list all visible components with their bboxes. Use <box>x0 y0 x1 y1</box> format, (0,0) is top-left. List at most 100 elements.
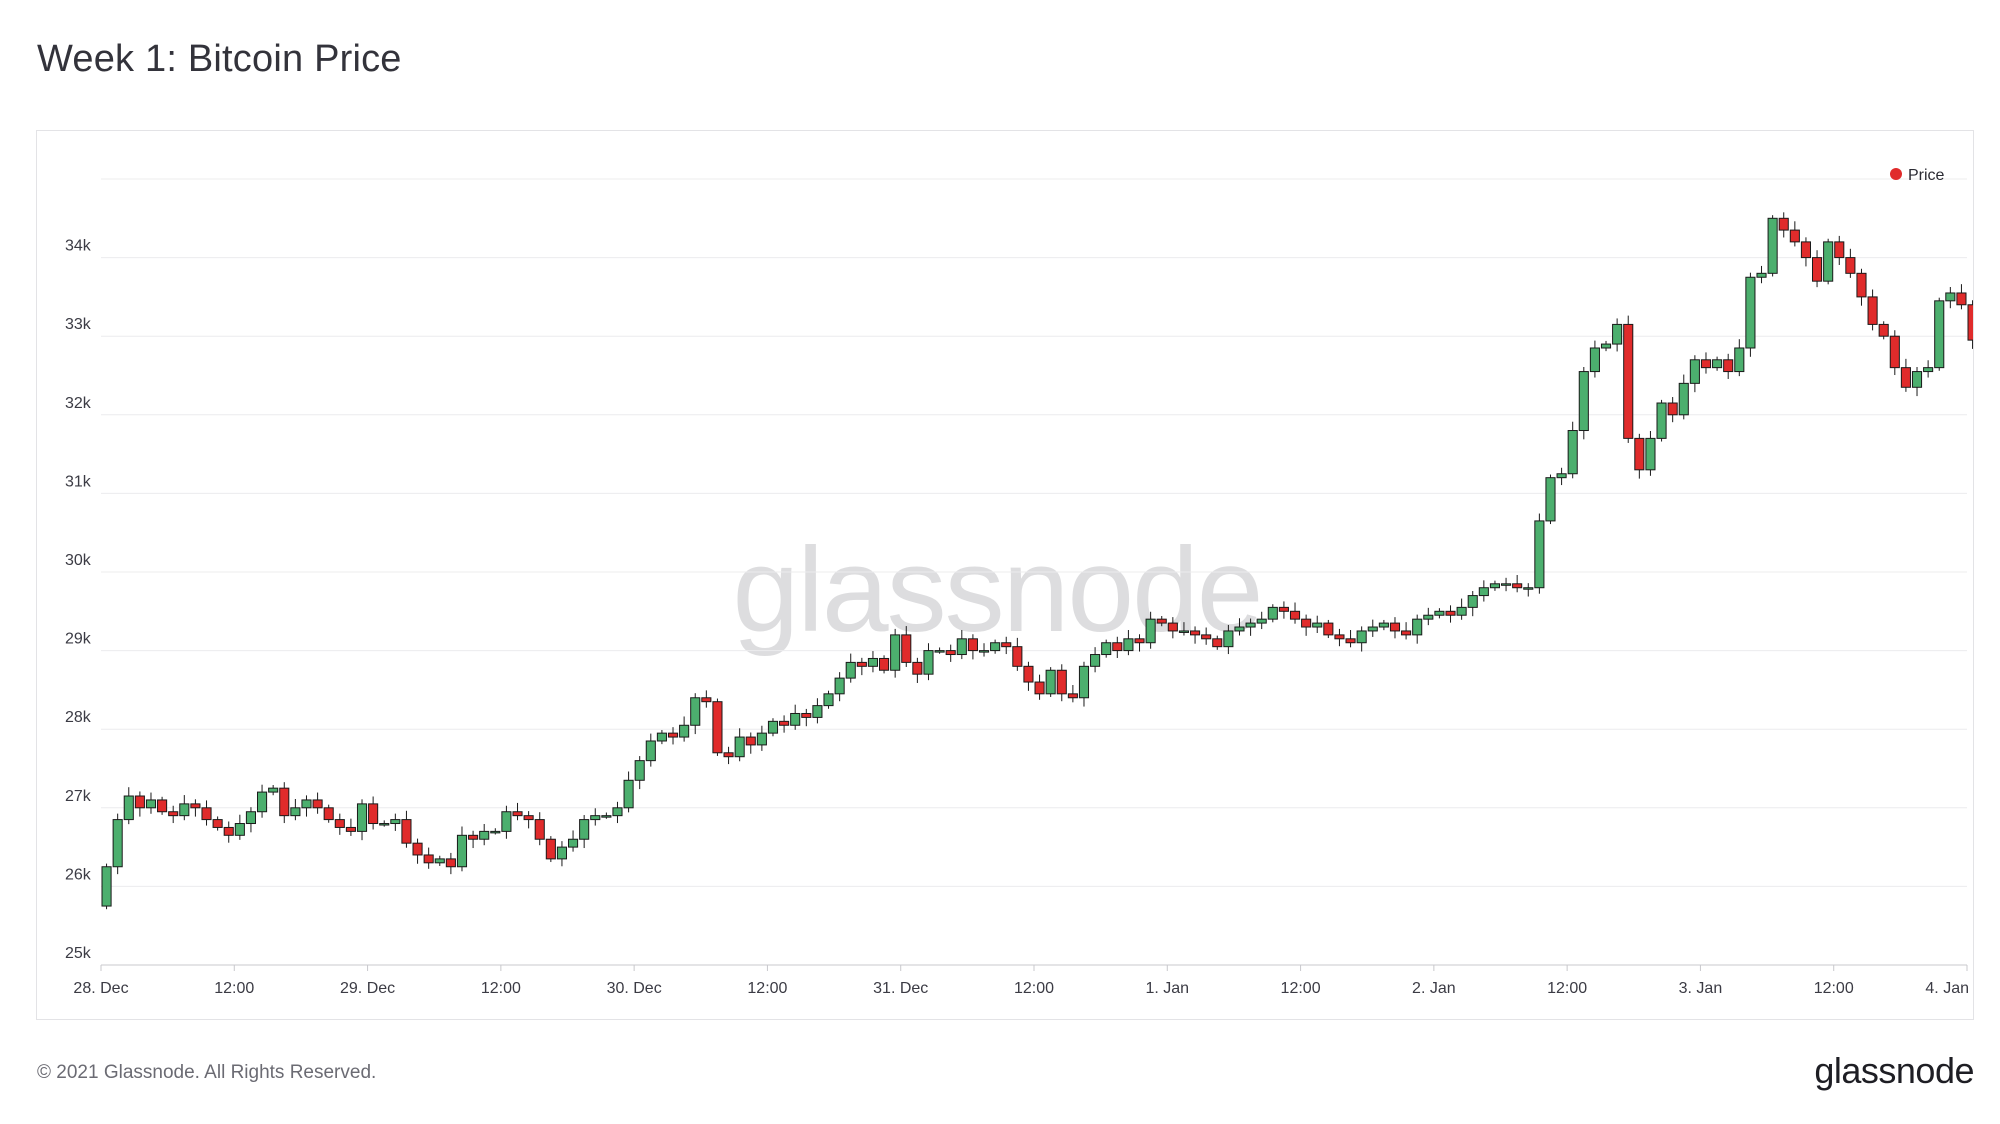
candle-body <box>1167 622 1178 632</box>
candle-body <box>268 787 279 793</box>
candle-body <box>1623 323 1634 439</box>
candle-body <box>279 787 290 817</box>
candle-body <box>1056 669 1067 695</box>
candle-body <box>623 779 634 809</box>
y-tick-label: 31k <box>65 473 92 490</box>
candle-body <box>1634 437 1645 471</box>
candle-body <box>1201 634 1212 640</box>
x-tick-label: 29. Dec <box>340 980 395 997</box>
candle-body <box>579 819 590 840</box>
y-tick-label: 26k <box>65 866 92 883</box>
candle-body <box>379 823 390 826</box>
candle-body <box>679 724 690 738</box>
y-tick-label: 27k <box>65 788 92 805</box>
candle-body <box>1256 618 1267 624</box>
candle-body <box>1678 382 1689 416</box>
candle-body <box>890 634 901 671</box>
y-tick-label: 34k <box>65 238 92 255</box>
candle-body <box>645 740 656 762</box>
candle-body <box>345 826 356 832</box>
candle-body <box>1889 335 1900 369</box>
candle-body <box>390 819 401 825</box>
candle-body <box>790 712 801 726</box>
candle-body <box>1534 520 1545 589</box>
candle-body <box>1356 630 1367 644</box>
y-tick-label: 32k <box>65 395 92 412</box>
watermark-text: glassnode <box>732 523 1261 657</box>
grid-lines <box>101 178 1967 966</box>
candle-body <box>1800 241 1812 259</box>
candle-body <box>1234 626 1245 632</box>
candle-body <box>1645 437 1656 471</box>
candle-body <box>1112 642 1123 652</box>
candle-body <box>1589 347 1600 373</box>
candle-body <box>523 815 534 821</box>
candle-body <box>1189 630 1201 636</box>
candle-body <box>812 705 823 718</box>
candle-body <box>1878 323 1889 337</box>
candle-body <box>101 866 112 907</box>
candle-body <box>667 732 679 738</box>
axes: 25k 26k 27k 28k 29k 30k 31k 32k 33k 34k 28. Dec 12:… <box>65 238 1969 997</box>
x-tick-label: 2. Jan <box>1412 980 1456 997</box>
candle-body <box>1301 618 1312 628</box>
candle-body <box>223 826 234 836</box>
candle-body <box>212 819 223 828</box>
candle-body <box>1734 347 1745 373</box>
legend[interactable]: Price <box>1890 167 1945 184</box>
candle-body <box>1412 618 1423 636</box>
candle-body <box>445 858 456 868</box>
candle-body <box>290 807 301 817</box>
candle-body <box>1034 681 1045 695</box>
candle-body <box>1001 642 1012 648</box>
candle-body <box>1078 665 1090 699</box>
candle-body <box>567 838 579 848</box>
candle-body <box>823 693 834 707</box>
candle-body <box>201 807 212 821</box>
candle-body <box>412 842 423 856</box>
x-tick-label: 12:00 <box>747 980 787 997</box>
x-tick-label: 12:00 <box>1547 980 1587 997</box>
candle-body <box>1856 272 1867 298</box>
candle-body <box>978 650 990 653</box>
candle-body <box>423 854 434 864</box>
candle-body <box>990 642 1001 652</box>
candle-body <box>767 720 779 734</box>
candle-body <box>1567 430 1578 475</box>
candle-body <box>1789 229 1800 243</box>
candle-body <box>1434 610 1445 616</box>
candle-body <box>401 819 412 844</box>
candle-body <box>1500 583 1512 586</box>
candle-body <box>234 823 245 836</box>
candle-body <box>368 803 379 825</box>
candle-body <box>912 661 923 675</box>
candle-body <box>1867 296 1878 325</box>
candle-body <box>1911 371 1923 388</box>
candle-body <box>1156 618 1167 624</box>
candle-body <box>612 807 623 817</box>
candle-body <box>1045 669 1056 695</box>
candle-body <box>479 830 490 840</box>
candle-body <box>1478 587 1489 597</box>
candle-body <box>1578 371 1589 432</box>
candle-body <box>1967 304 1973 341</box>
candle-body <box>634 760 645 781</box>
x-tick-label: 1. Jan <box>1145 980 1189 997</box>
candle-body <box>1456 606 1467 616</box>
x-tick-label: 31. Dec <box>873 980 928 997</box>
glassnode-logo[interactable]: glassnode <box>1814 1050 1974 1091</box>
candle-body <box>1600 343 1612 349</box>
candle-body <box>468 834 479 840</box>
candle-body <box>1267 606 1278 620</box>
candle-body <box>545 838 556 860</box>
page-title: Week 1: Bitcoin Price <box>37 38 402 80</box>
candle-body <box>512 811 523 817</box>
candle-body <box>1723 359 1734 373</box>
copyright-text: © 2021 Glassnode. All Rights Reserved. <box>37 1062 377 1083</box>
candle-body <box>301 799 312 809</box>
candle-body <box>867 657 879 667</box>
candle-body <box>157 799 168 813</box>
x-tick-label: 12:00 <box>1814 980 1854 997</box>
candle-body <box>601 815 612 818</box>
candle-body <box>1556 473 1567 479</box>
